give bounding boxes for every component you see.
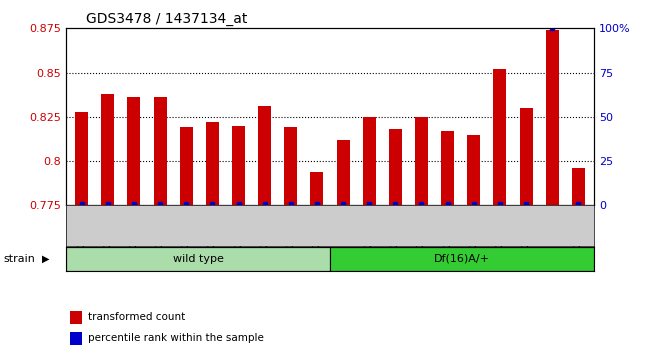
- Bar: [441, 131, 454, 205]
- Bar: [546, 30, 559, 205]
- Bar: [258, 106, 271, 205]
- Bar: [101, 94, 114, 205]
- Bar: [415, 117, 428, 205]
- Bar: [232, 126, 245, 205]
- Text: percentile rank within the sample: percentile rank within the sample: [88, 333, 263, 343]
- Text: Df(16)A/+: Df(16)A/+: [434, 254, 490, 264]
- Bar: [206, 122, 219, 205]
- Bar: [337, 140, 350, 205]
- Text: GDS3478 / 1437134_at: GDS3478 / 1437134_at: [86, 12, 248, 27]
- Text: ▶: ▶: [42, 254, 49, 264]
- Bar: [66, 247, 330, 271]
- Bar: [467, 135, 480, 205]
- Bar: [284, 127, 297, 205]
- Text: strain: strain: [3, 254, 35, 264]
- Text: transformed count: transformed count: [88, 312, 185, 322]
- Bar: [180, 127, 193, 205]
- Text: wild type: wild type: [172, 254, 224, 264]
- Bar: [519, 108, 533, 205]
- Bar: [389, 129, 402, 205]
- Bar: [75, 112, 88, 205]
- Bar: [154, 97, 166, 205]
- Bar: [310, 172, 323, 205]
- Bar: [127, 97, 141, 205]
- Bar: [363, 117, 376, 205]
- Bar: [70, 332, 82, 345]
- Bar: [572, 168, 585, 205]
- Bar: [494, 69, 506, 205]
- Bar: [330, 247, 594, 271]
- Bar: [70, 311, 82, 324]
